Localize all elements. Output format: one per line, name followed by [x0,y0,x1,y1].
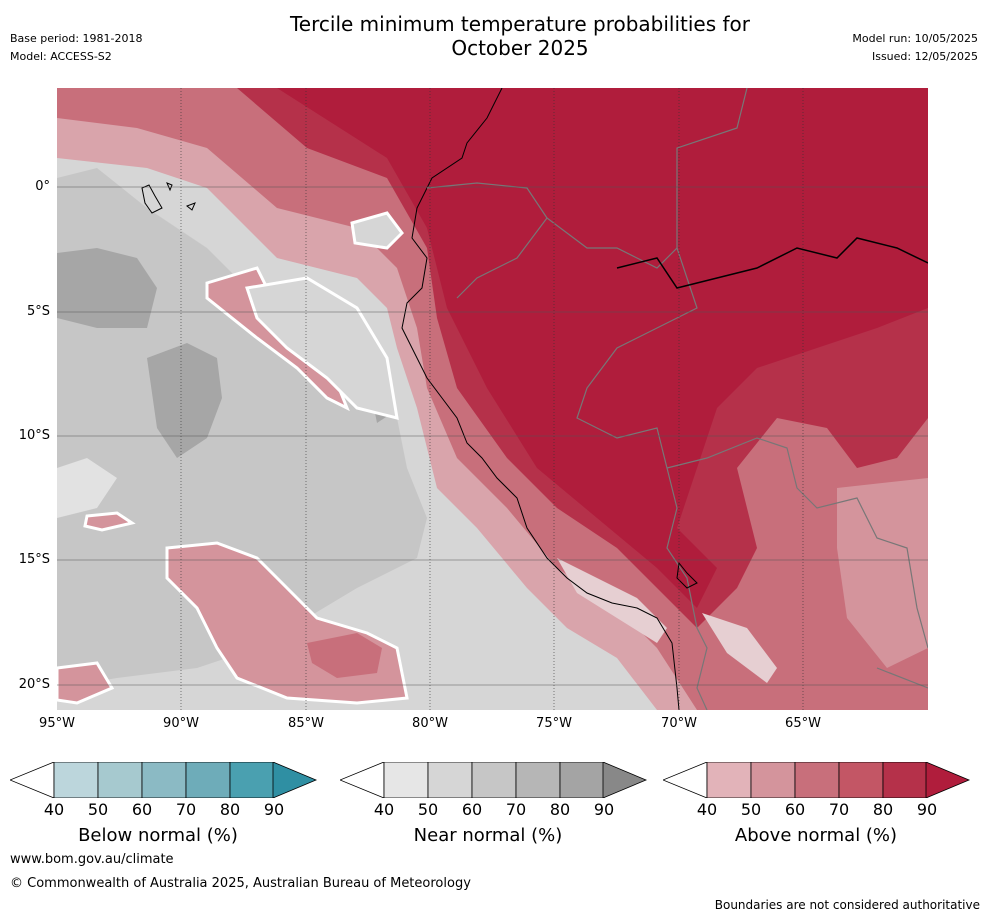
below-normal-lower-arrow [10,762,55,798]
lon-label-95w: 95°W [39,716,75,731]
lon-label-80w: 80°W [412,716,448,731]
near-normal-light-patch [57,458,117,518]
colorbar-below-title: Below normal (%) [78,825,238,846]
footer-url: www.bom.gov.au/climate [10,852,174,867]
footer-disclaimer: Boundaries are not considered authoritat… [714,898,980,912]
coastline [401,88,680,710]
ocean-red-patch-5 [57,661,115,705]
colorbar-0-segment-1 [97,762,143,798]
country-borders [426,88,928,710]
colorbar-0-segment-3 [185,762,231,798]
near-normal-dark-patch-3 [147,343,222,458]
coastal-light-strip [557,558,667,643]
colorbar-near-normal [340,762,648,798]
ocean-near-normal-inset-2 [350,211,404,250]
colorbar-1-segment-2 [471,762,517,798]
colorbar-below-normal [10,762,318,798]
lat-label-5s: 5°S [26,304,50,319]
colorbar-2-segment-0 [706,762,752,798]
colorbar-1-segment-0 [383,762,429,798]
colorbar-2-tick-40: 40 [696,800,718,819]
meta-right: Model run: 10/05/2025 Issued: 12/05/2025 [852,30,978,66]
colorbar-2-tick-60: 60 [784,800,806,819]
colorbar-2-tick-70: 70 [828,800,850,819]
colorbar-above-normal [663,762,971,798]
river-amazon [616,237,928,289]
colorbar-0-tick-60: 60 [131,800,153,819]
colorbar-1-tick-70: 70 [505,800,527,819]
ocean-red-patch-4 [83,511,136,532]
lat-label-0: 0° [35,179,50,194]
colorbar-1-segment-4 [559,762,605,798]
colorbar-1-tick-50: 50 [417,800,439,819]
colorbar-2-tick-50: 50 [740,800,762,819]
base-period: Base period: 1981-2018 [10,32,143,45]
colorbar-0-segment-0 [53,762,99,798]
colorbar-1-tick-90: 90 [593,800,615,819]
colorbar-2-segment-1 [750,762,796,798]
colorbar-0-tick-40: 40 [43,800,65,819]
footer-copyright: © Commonwealth of Australia 2025, Austra… [10,876,471,891]
latitude-lines [57,186,928,686]
probability-map [57,88,928,710]
above-normal-lower-arrow [663,762,708,798]
colorbar-1-tick-40: 40 [373,800,395,819]
colorbar-1-segment-1 [427,762,473,798]
meta-left: Base period: 1981-2018 Model: ACCESS-S2 [10,30,142,66]
near-normal-lower-arrow [340,762,385,798]
model-name: Model: ACCESS-S2 [10,50,112,63]
ocean-red-patch-3 [307,633,382,678]
colorbar-1-tick-80: 80 [549,800,571,819]
lat-label-10s: 10°S [18,428,50,443]
near-normal-upper-arrow [602,762,648,798]
title-line-2: October 2025 [451,36,589,60]
issued-date: Issued: 12/05/2025 [871,50,978,63]
colorbar-0-tick-70: 70 [175,800,197,819]
colorbar-near-title: Near normal (%) [413,825,563,846]
lake-titicaca [676,561,698,589]
lat-label-15s: 15°S [18,552,50,567]
colorbar-1-tick-60: 60 [461,800,483,819]
below-normal-upper-arrow [272,762,318,798]
colorbar-0-segment-2 [141,762,187,798]
above-normal-southeast-light [837,478,928,668]
lat-label-20s: 20°S [18,677,50,692]
colorbar-2-segment-2 [794,762,840,798]
title-line-1: Tercile minimum temperature probabilitie… [289,12,751,36]
coastal-light-strip-2 [702,613,777,683]
lon-label-90w: 90°W [163,716,199,731]
near-normal-dark-patch-2 [57,248,157,328]
colorbar-above-title: Above normal (%) [734,825,898,846]
lon-label-85w: 85°W [288,716,324,731]
colorbar-0-segment-4 [229,762,275,798]
ocean-near-normal-inset [245,276,399,421]
colorbar-2-tick-80: 80 [872,800,894,819]
colorbar-0-tick-50: 50 [87,800,109,819]
colorbar-2-segment-4 [882,762,928,798]
colorbar-2-tick-90: 90 [916,800,938,819]
above-normal-region-90 [277,88,928,608]
colorbar-0-tick-90: 90 [263,800,285,819]
galapagos-islands [141,182,196,214]
lon-label-75w: 75°W [536,716,572,731]
lon-label-65w: 65°W [785,716,821,731]
colorbar-0-tick-80: 80 [219,800,241,819]
lon-label-70w: 70°W [661,716,697,731]
colorbar-1-segment-3 [515,762,561,798]
colorbar-2-segment-3 [838,762,884,798]
above-normal-upper-arrow [925,762,971,798]
model-run: Model run: 10/05/2025 [852,32,978,45]
map-title: Tercile minimum temperature probabilitie… [0,12,988,60]
